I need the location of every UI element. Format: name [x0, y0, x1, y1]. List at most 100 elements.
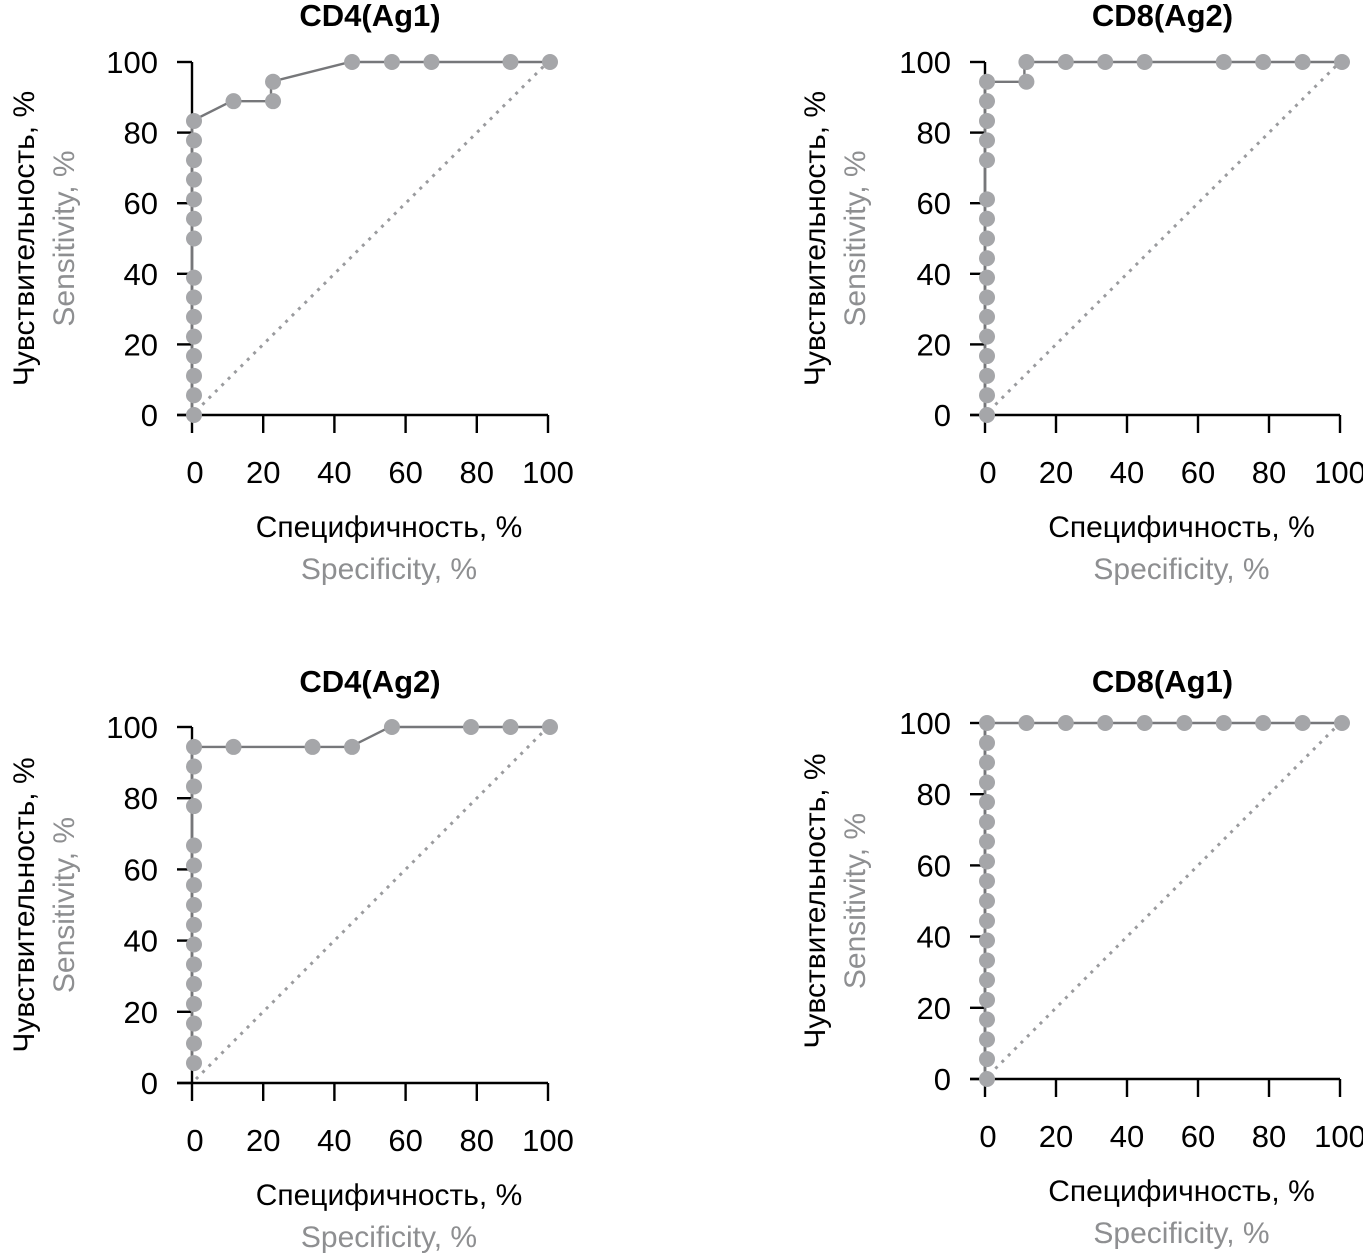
- x-axis-title-en: Specificity, %: [301, 1221, 477, 1254]
- roc-point: [979, 73, 995, 90]
- roc-point: [979, 873, 995, 890]
- roc-point: [979, 269, 995, 286]
- roc-point: [1255, 54, 1272, 70]
- roc-point: [186, 328, 202, 345]
- roc-panel-cd4-ag2: CD4(Ag2) 0 20 40 60 80 100 0 20 40 60 80 100 Специфич…: [8, 664, 574, 1254]
- roc-point: [186, 936, 202, 953]
- roc-point: [502, 54, 519, 70]
- roc-point: [186, 995, 202, 1012]
- roc-point: [979, 1031, 995, 1048]
- y-tick-label: 0: [141, 398, 158, 433]
- roc-point: [186, 1035, 202, 1052]
- x-axis-title-en: Specificity, %: [1093, 553, 1269, 586]
- y-tick-label: 20: [124, 327, 158, 362]
- roc-point: [186, 758, 202, 775]
- x-tick-label: 80: [1252, 1119, 1286, 1154]
- roc-point: [1097, 54, 1114, 70]
- roc-point: [979, 210, 995, 227]
- roc-point: [186, 857, 202, 874]
- roc-point: [383, 719, 400, 735]
- roc-point: [186, 289, 202, 306]
- roc-point: [186, 348, 202, 365]
- roc-point: [979, 387, 995, 404]
- x-tick-label: 100: [522, 1123, 574, 1158]
- x-tick-label: 80: [460, 1123, 494, 1158]
- roc-point: [186, 1015, 202, 1032]
- roc-point: [1057, 54, 1074, 70]
- roc-point: [979, 132, 995, 149]
- roc-point: [186, 387, 202, 404]
- y-tick-label: 80: [917, 116, 951, 151]
- roc-panel-cd4-ag1: CD4(Ag1) 0 20 40 60 80 100 0 20 40 60 80 100 Специфич…: [8, 0, 574, 586]
- chart-title: CD4(Ag2): [299, 664, 440, 699]
- x-axis-title: Специфичность, %: [1048, 1175, 1315, 1208]
- reference-diagonal-line: [987, 60, 1342, 413]
- roc-point: [979, 367, 995, 384]
- x-axis-title: Специфичность, %: [1048, 511, 1315, 544]
- roc-point: [383, 54, 400, 70]
- roc-point: [979, 991, 995, 1008]
- roc-point: [186, 407, 202, 423]
- x-axis-title: Специфичность, %: [256, 511, 523, 544]
- x-tick-label: 40: [1110, 1119, 1144, 1154]
- roc-point: [979, 407, 995, 423]
- x-tick-label: 20: [246, 455, 280, 490]
- roc-panel-cd8-ag2: CD8(Ag2) 0 20 40 60 80 100 0 20 40 60 80 100 Специфич…: [799, 0, 1363, 586]
- roc-point: [979, 754, 995, 771]
- y-tick-label: 60: [917, 186, 951, 221]
- x-tick-label: 20: [1039, 455, 1073, 490]
- x-tick-label: 20: [1039, 1119, 1073, 1154]
- x-tick-label: 80: [1252, 455, 1286, 490]
- roc-point: [979, 348, 995, 365]
- roc-point: [1334, 54, 1350, 70]
- roc-point: [979, 734, 995, 751]
- roc-point: [186, 738, 202, 755]
- roc-point: [979, 932, 995, 949]
- roc-point: [979, 833, 995, 850]
- roc-point: [979, 308, 995, 325]
- roc-point: [979, 152, 995, 169]
- roc-point: [1294, 715, 1311, 731]
- roc-point: [1176, 715, 1193, 731]
- y-tick-label: 20: [917, 991, 951, 1026]
- y-axis-title-en: Sensitivity, %: [48, 817, 81, 993]
- chart-title: CD8(Ag1): [1092, 664, 1233, 699]
- roc-point: [1018, 54, 1035, 70]
- roc-point: [979, 853, 995, 870]
- roc-point: [186, 171, 202, 188]
- roc-point: [186, 778, 202, 795]
- roc-point: [1215, 54, 1232, 70]
- roc-point: [1136, 54, 1153, 70]
- y-tick-label: 100: [106, 710, 158, 745]
- x-tick-label: 0: [979, 1119, 996, 1154]
- y-tick-label: 100: [899, 706, 951, 741]
- x-tick-label: 100: [1314, 1119, 1363, 1154]
- roc-point: [265, 93, 282, 110]
- reference-diagonal-line: [194, 60, 550, 413]
- chart-title: CD4(Ag1): [299, 0, 440, 33]
- roc-point: [1136, 715, 1153, 731]
- roc-point: [344, 738, 361, 755]
- reference-diagonal-line: [194, 725, 550, 1081]
- roc-point: [186, 956, 202, 973]
- roc-point: [979, 1051, 995, 1068]
- roc-point: [186, 798, 202, 815]
- roc-point: [225, 93, 242, 110]
- y-tick-label: 80: [124, 781, 158, 816]
- roc-point: [186, 230, 202, 247]
- roc-point: [186, 308, 202, 325]
- roc-point: [979, 813, 995, 830]
- roc-point: [265, 73, 282, 90]
- roc-point: [979, 1011, 995, 1028]
- y-axis-title: Чувствительность, %: [799, 91, 832, 386]
- y-tick-label: 40: [124, 257, 158, 292]
- reference-diagonal-line: [987, 721, 1342, 1077]
- roc-point: [186, 916, 202, 933]
- roc-point: [979, 1071, 995, 1087]
- roc-point: [1018, 715, 1035, 731]
- y-tick-label: 40: [917, 257, 951, 292]
- roc-point: [1334, 715, 1350, 731]
- roc-point: [186, 976, 202, 993]
- roc-point: [225, 738, 242, 755]
- x-tick-label: 100: [1314, 455, 1363, 490]
